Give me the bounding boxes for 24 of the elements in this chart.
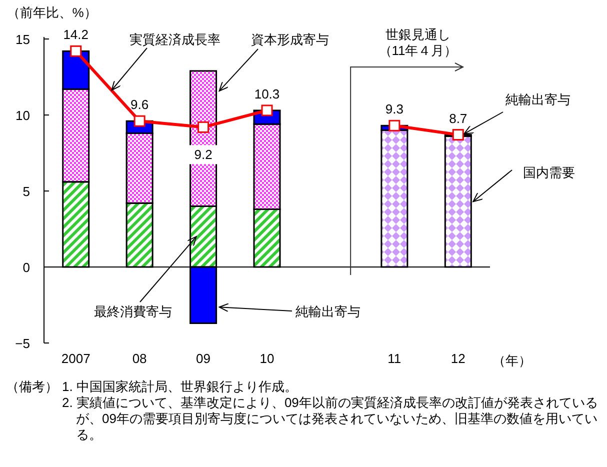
y-tick-label: −5 (15, 336, 30, 351)
text: 2. 実績値について、基準改定により、09年以前の実質経済成長率の改訂値が発表されているが、09年の需要項目別寄与度については発表されていないため、旧基準の数値を用いている。 (62, 395, 599, 443)
x-tick-label: 2007 (61, 351, 90, 366)
text: （備考） (6, 379, 58, 394)
data-label: 8.7 (449, 110, 468, 126)
y-tick-label: 10 (16, 108, 30, 123)
x-tick-label: 08 (132, 351, 147, 366)
x-axis-title: （年） (492, 353, 532, 368)
data-label: 9.6 (130, 97, 149, 112)
x-tick-label: 10 (260, 351, 274, 366)
x-tick-label: 09 (196, 351, 211, 366)
y-tick-label: 15 (16, 32, 30, 47)
data-label: 10.3 (254, 86, 280, 102)
x-tick-label: 11 (388, 351, 402, 366)
data-label: 14.2 (63, 27, 89, 42)
x-tick-label: 12 (450, 351, 466, 366)
annotation: 世銀見通し (386, 27, 450, 42)
data-label: 9.2 (194, 147, 212, 162)
data-label: 9.3 (385, 102, 404, 117)
annotation: （11年４月） (378, 43, 458, 58)
text: 1. 中国国家統計局、世界銀行より作成。 (62, 379, 298, 395)
y-tick-label: 0 (22, 260, 30, 275)
y-axis-title: （前年比、%） (7, 5, 97, 20)
y-tick-label: 5 (22, 184, 30, 199)
